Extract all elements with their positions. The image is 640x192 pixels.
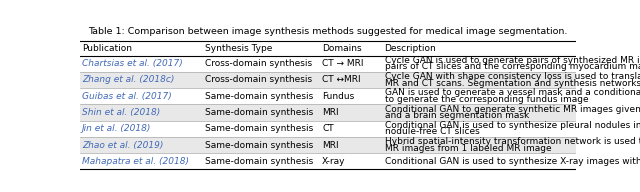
- Text: Fundus: Fundus: [322, 92, 355, 101]
- Text: X-ray: X-ray: [322, 157, 346, 166]
- Text: Chartsias et al. (2017): Chartsias et al. (2017): [82, 59, 183, 68]
- Text: nodule-free CT slices: nodule-free CT slices: [385, 127, 479, 137]
- Text: Same-domain synthesis: Same-domain synthesis: [205, 108, 313, 117]
- Text: Jin et al. (2018): Jin et al. (2018): [82, 124, 151, 133]
- Text: Shin et al. (2018): Shin et al. (2018): [82, 108, 160, 117]
- Text: Guibas et al. (2017): Guibas et al. (2017): [82, 92, 172, 101]
- Text: Synthesis Type: Synthesis Type: [205, 44, 273, 53]
- Text: Same-domain synthesis: Same-domain synthesis: [205, 141, 313, 150]
- Text: to generate the corresponding fundus image: to generate the corresponding fundus ima…: [385, 95, 588, 104]
- Text: MR images from 1 labeled MR image: MR images from 1 labeled MR image: [385, 144, 551, 153]
- Bar: [80, 137, 576, 153]
- Text: Zhang et al. (2018c): Zhang et al. (2018c): [82, 75, 174, 84]
- Text: CT: CT: [322, 124, 333, 133]
- Text: Cross-domain synthesis: Cross-domain synthesis: [205, 59, 312, 68]
- Text: Conditional GAN is used to synthesize X-ray images with desired abnormalities: Conditional GAN is used to synthesize X-…: [385, 157, 640, 166]
- Text: MRI: MRI: [322, 141, 339, 150]
- Text: Cross-domain synthesis: Cross-domain synthesis: [205, 75, 312, 84]
- Text: Conditional GAN is used to synthesize pleural nodules in the: Conditional GAN is used to synthesize pl…: [385, 121, 640, 130]
- Bar: [80, 153, 576, 169]
- Bar: [80, 55, 576, 72]
- Text: Cycle GAN is used to generate pairs of synthesized MR images from: Cycle GAN is used to generate pairs of s…: [385, 56, 640, 65]
- Text: CT ↔MRI: CT ↔MRI: [322, 75, 361, 84]
- Bar: [80, 121, 576, 137]
- Bar: [80, 72, 576, 88]
- Text: MR and CT scans. Segmentation and synthesis networks are trained jointly.: MR and CT scans. Segmentation and synthe…: [385, 79, 640, 88]
- Text: Same-domain synthesis: Same-domain synthesis: [205, 124, 313, 133]
- Text: Hybrid spatial-intensity transformation network is used to synthesize: Hybrid spatial-intensity transformation …: [385, 137, 640, 146]
- Text: Publication: Publication: [82, 44, 132, 53]
- Text: Conditional GAN to generate synthetic MR images given a lesion mask: Conditional GAN to generate synthetic MR…: [385, 105, 640, 114]
- Text: and a brain segmentation mask: and a brain segmentation mask: [385, 111, 529, 120]
- Text: Domains: Domains: [322, 44, 362, 53]
- Text: Table 1: Comparison between image synthesis methods suggested for medical image : Table 1: Comparison between image synthe…: [88, 27, 568, 36]
- Text: Zhao et al. (2019): Zhao et al. (2019): [82, 141, 163, 150]
- Text: Same-domain synthesis: Same-domain synthesis: [205, 92, 313, 101]
- Text: Same-domain synthesis: Same-domain synthesis: [205, 157, 313, 166]
- Bar: [80, 88, 576, 104]
- Bar: [80, 104, 576, 121]
- Text: Mahapatra et al. (2018): Mahapatra et al. (2018): [82, 157, 189, 166]
- Text: GAN is used to generate a vessel mask and a conditional GAN is used: GAN is used to generate a vessel mask an…: [385, 89, 640, 98]
- Text: Description: Description: [385, 44, 436, 53]
- Text: MRI: MRI: [322, 108, 339, 117]
- Text: Cycle GAN with shape consistency loss is used to translate between: Cycle GAN with shape consistency loss is…: [385, 72, 640, 81]
- Text: pairs of CT slices and the corresponding myocardium masks: pairs of CT slices and the corresponding…: [385, 62, 640, 71]
- Text: CT → MRI: CT → MRI: [322, 59, 364, 68]
